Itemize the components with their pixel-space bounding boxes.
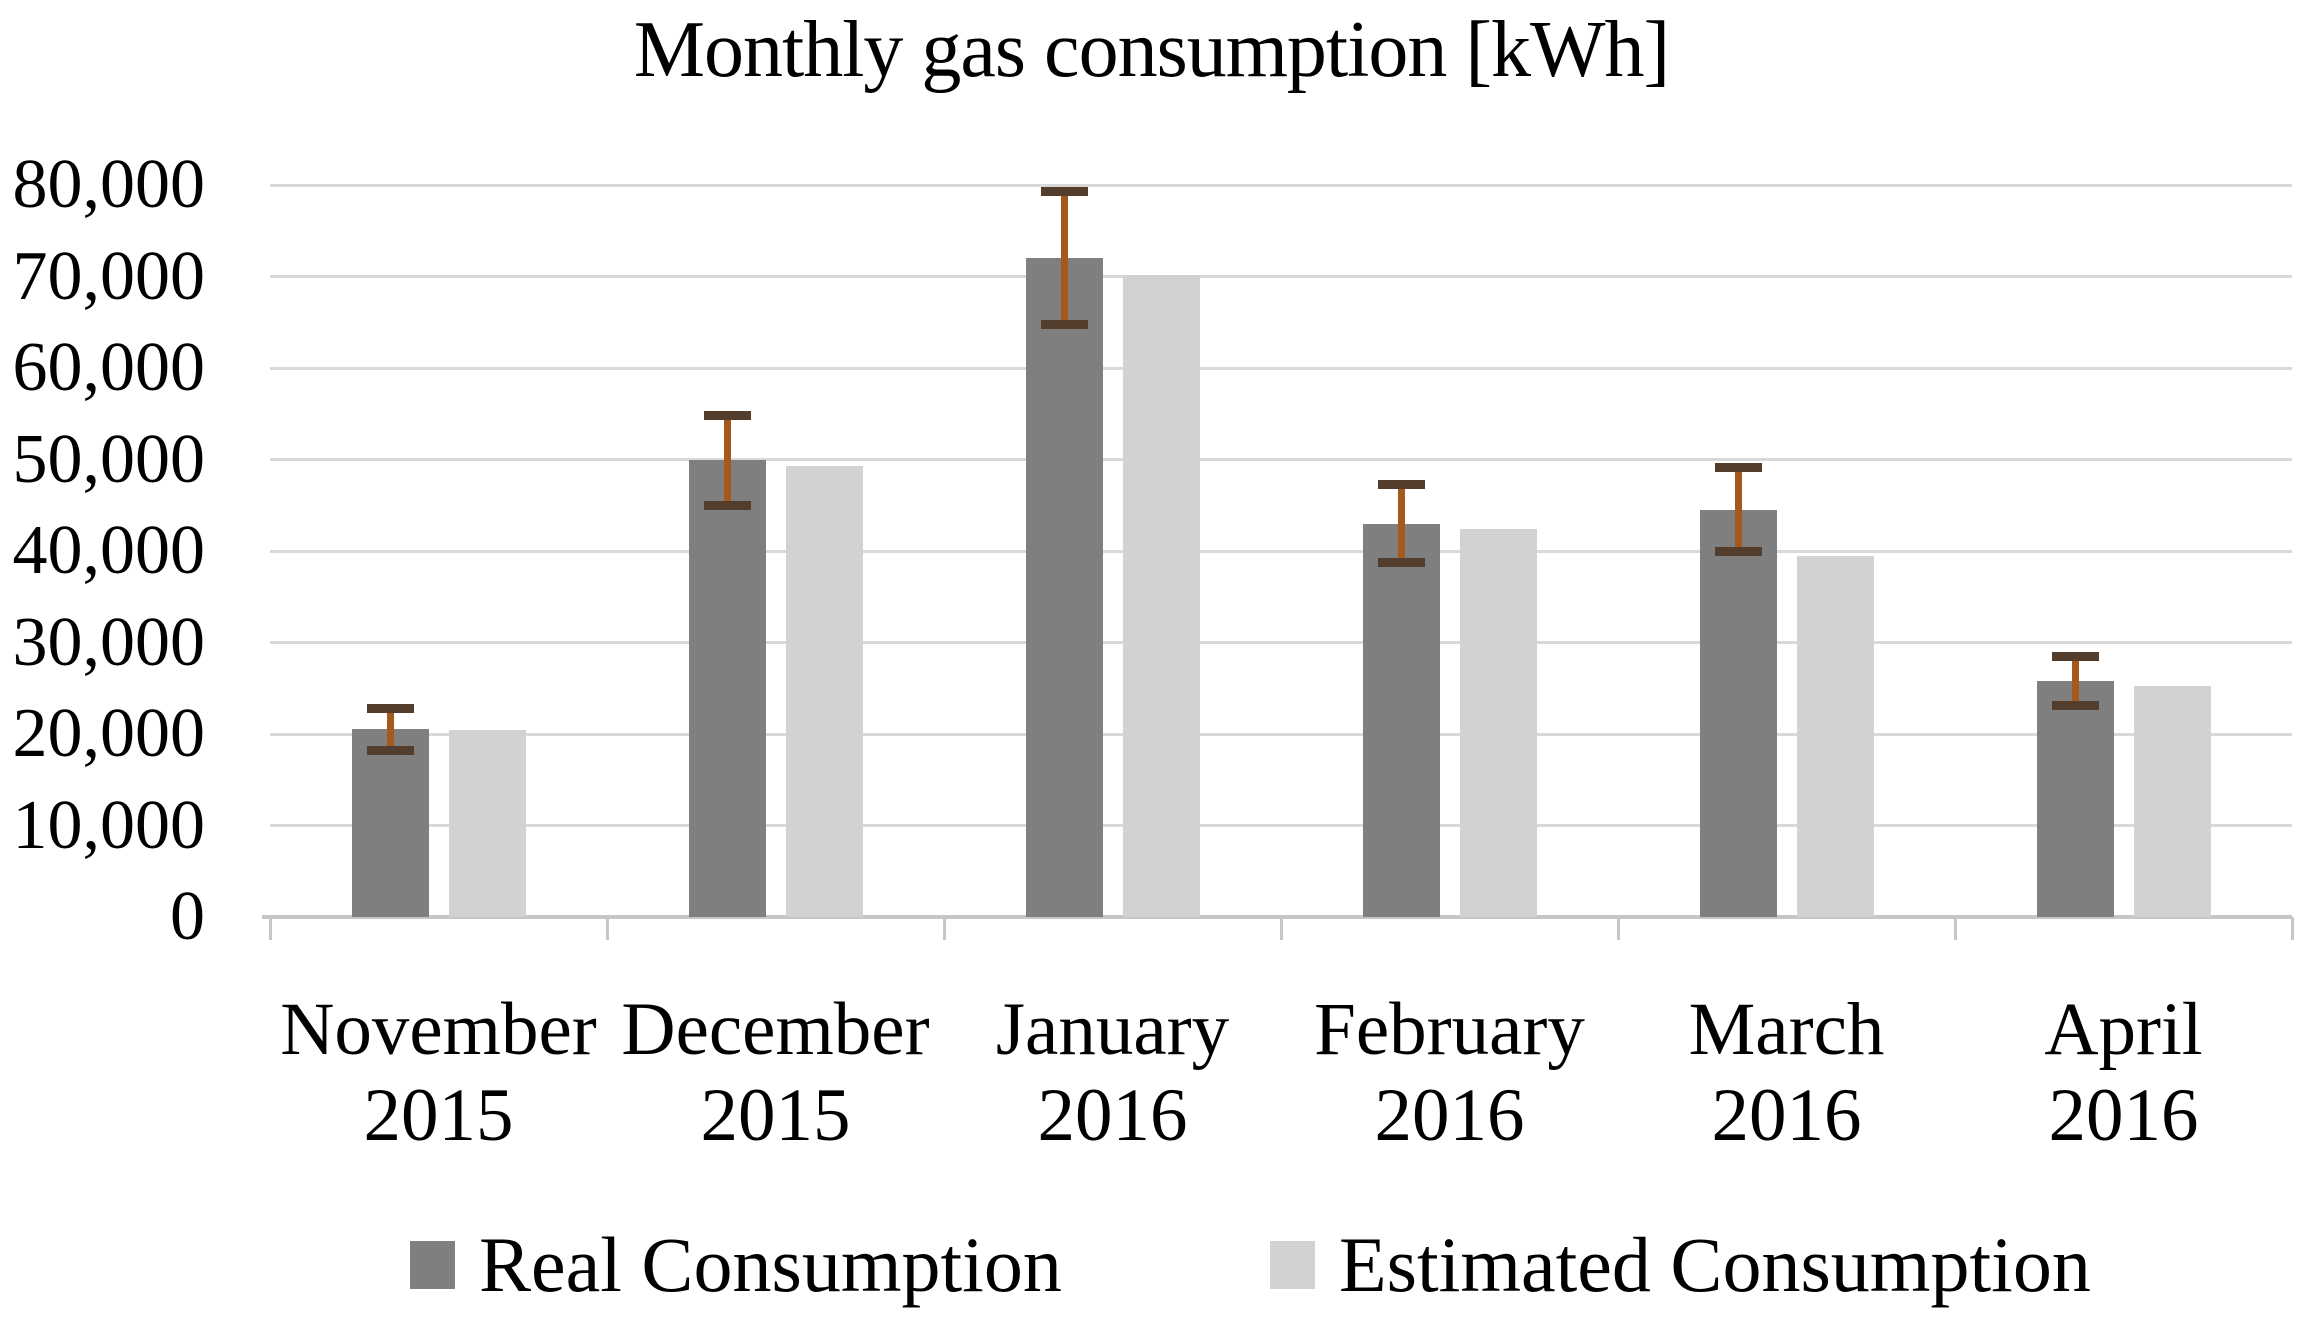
bar-estimated-consumption xyxy=(1796,555,1874,917)
error-bar-cap-bottom xyxy=(1377,558,1425,568)
legend-swatch xyxy=(410,1241,455,1289)
x-axis-label-line: January xyxy=(995,988,1230,1071)
bar-estimated-consumption xyxy=(785,465,863,917)
chart-title: Monthly gas consumption [kWh] xyxy=(633,6,1670,94)
gridline xyxy=(270,458,2292,461)
legend-label: Estimated Consumption xyxy=(1339,1221,2091,1308)
x-axis-label-line: April xyxy=(2044,988,2203,1071)
legend-item: Real Consumption xyxy=(410,1222,1062,1308)
gridline xyxy=(270,641,2292,644)
x-axis-label-line: November xyxy=(280,988,597,1071)
error-bar-shaft xyxy=(2071,656,2079,706)
x-axis-tick xyxy=(605,917,609,940)
bar-estimated-consumption xyxy=(448,730,526,917)
x-axis-label-line: 2015 xyxy=(363,1074,514,1157)
error-bar-shaft xyxy=(723,415,731,506)
bar-estimated-consumption xyxy=(2133,685,2211,917)
error-bar-cap-top xyxy=(1377,479,1425,489)
y-axis-tick-label: 10,000 xyxy=(12,786,206,864)
x-axis-category-label: February 2016 xyxy=(1281,987,1618,1159)
x-axis-label-line: March xyxy=(1688,988,1885,1071)
x-axis-category-label: April 2016 xyxy=(1955,987,2292,1159)
gridline xyxy=(270,824,2292,827)
x-axis-tick xyxy=(1279,917,1283,940)
gridline xyxy=(270,275,2292,278)
y-axis-tick-label: 70,000 xyxy=(12,237,206,315)
bar-real-consumption xyxy=(1025,258,1103,917)
y-axis-tick-label: 50,000 xyxy=(12,420,206,498)
x-axis-category-label: January 2016 xyxy=(944,987,1281,1159)
error-bar-cap-top xyxy=(2051,651,2099,661)
x-axis-label-line: 2016 xyxy=(2048,1074,2199,1157)
error-bar-cap-bottom xyxy=(1714,547,1762,557)
x-axis-label-line: 2015 xyxy=(700,1074,851,1157)
x-axis-tick xyxy=(2290,917,2294,940)
legend-item: Estimated Consumption xyxy=(1270,1222,2091,1308)
y-axis-tick-label: 0 xyxy=(170,878,205,955)
legend-swatch xyxy=(1270,1241,1315,1289)
x-axis-category-label: December 2015 xyxy=(607,987,944,1159)
x-axis-label-line: 2016 xyxy=(1711,1074,1862,1157)
bar-real-consumption xyxy=(1699,509,1777,917)
error-bar-cap-top xyxy=(1040,186,1088,196)
error-bar-shaft xyxy=(1060,191,1068,325)
y-axis-tick-label: 40,000 xyxy=(12,512,206,589)
bar-estimated-consumption xyxy=(1459,529,1537,917)
legend-label: Real Consumption xyxy=(479,1221,1062,1308)
y-axis-tick-label: 30,000 xyxy=(12,603,206,681)
x-axis-tick xyxy=(268,917,272,940)
x-axis-tick xyxy=(1616,917,1620,940)
bar-estimated-consumption xyxy=(1122,274,1200,917)
error-bar-shaft xyxy=(1734,467,1742,552)
gridline xyxy=(270,366,2292,370)
error-bar-shaft xyxy=(386,708,394,751)
x-axis-label-line: February xyxy=(1314,988,1585,1071)
error-bar-cap-top xyxy=(366,703,414,713)
gridline xyxy=(270,549,2292,553)
x-axis-tick xyxy=(942,917,946,940)
error-bar-cap-top xyxy=(703,411,751,421)
x-axis-line xyxy=(262,915,2292,919)
x-axis-category-label: March 2016 xyxy=(1618,987,1955,1159)
x-axis-category-label: November 2015 xyxy=(270,987,607,1159)
error-bar-cap-top xyxy=(1714,463,1762,473)
y-axis-tick-label: 20,000 xyxy=(12,695,206,772)
x-axis-label-line: 2016 xyxy=(1374,1074,1525,1157)
y-axis-tick-label: 60,000 xyxy=(12,329,206,406)
bar-real-consumption xyxy=(1362,523,1440,917)
error-bar-cap-bottom xyxy=(366,745,414,755)
bar-real-consumption xyxy=(351,729,429,917)
error-bar-shaft xyxy=(1397,484,1405,563)
error-bar-cap-bottom xyxy=(703,500,751,510)
error-bar-cap-bottom xyxy=(2051,701,2099,711)
error-bar-cap-bottom xyxy=(1040,320,1088,330)
gridline xyxy=(270,183,2292,187)
x-axis-tick xyxy=(1953,917,1957,940)
bar-real-consumption xyxy=(2036,680,2114,917)
bar-real-consumption xyxy=(688,460,766,917)
y-axis-tick-label: 80,000 xyxy=(12,146,206,223)
x-axis-label-line: December xyxy=(621,988,930,1071)
gridline xyxy=(270,732,2292,736)
x-axis-label-line: 2016 xyxy=(1037,1074,1188,1157)
